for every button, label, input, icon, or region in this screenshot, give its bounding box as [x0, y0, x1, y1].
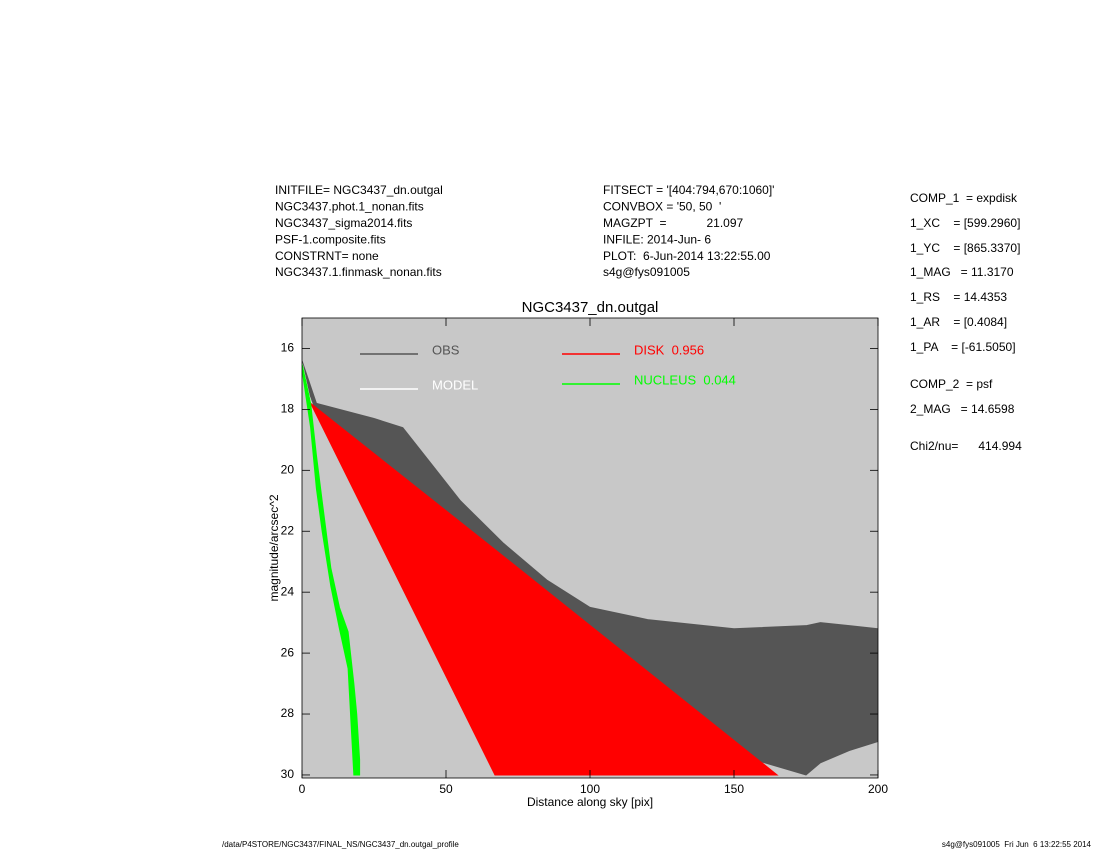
footer-path: /data/P4STORE/NGC3437/FINAL_NS/NGC3437_d… [222, 840, 459, 849]
chart-title: NGC3437_dn.outgal [522, 299, 659, 316]
fit-parameter: 1_PA = [-61.5050] [910, 340, 1016, 354]
header-middle-line: s4g@fys091005 [603, 265, 690, 279]
y-tick-label: 28 [281, 706, 295, 720]
fit-parameter: Chi2/nu= 414.994 [910, 439, 1022, 453]
header-left-line: PSF-1.composite.fits [275, 232, 386, 246]
point-cloud [310, 402, 779, 776]
y-axis-label: magnitude/arcsec^2 [267, 494, 281, 601]
header-middle-line: CONVBOX = '50, 50 ' [603, 200, 721, 214]
x-tick-label: 0 [299, 782, 306, 796]
legend-label: NUCLEUS 0.044 [634, 372, 736, 387]
fit-parameter: 1_AR = [0.4084] [910, 315, 1007, 329]
header-middle-line: FITSECT = '[404:794,670:1060]' [603, 183, 774, 197]
x-tick-label: 100 [580, 782, 600, 796]
y-tick-label: 30 [281, 767, 295, 781]
header-left-line: INITFILE= NGC3437_dn.outgal [275, 183, 443, 197]
fit-parameter: COMP_1 = expdisk [910, 191, 1018, 205]
footer-stamp: s4g@fys091005 Fri Jun 6 13:22:55 2014 [942, 840, 1092, 849]
x-axis-label: Distance along sky [pix] [527, 795, 653, 809]
fit-parameter: COMP_2 = psf [910, 377, 993, 391]
header-left-line: CONSTRNT= none [275, 249, 379, 263]
legend-label: DISK 0.956 [634, 342, 704, 357]
x-tick-label: 200 [868, 782, 888, 796]
data-layer [302, 360, 878, 776]
y-tick-label: 22 [281, 523, 295, 537]
header-left-line: NGC3437.phot.1_nonan.fits [275, 200, 424, 214]
header-middle-line: MAGZPT = 21.097 [603, 216, 743, 230]
header-left-line: NGC3437_sigma2014.fits [275, 216, 412, 230]
y-tick-label: 20 [281, 462, 295, 476]
header-middle-line: INFILE: 2014-Jun- 6 [603, 232, 711, 246]
header-middle-line: PLOT: 6-Jun-2014 13:22:55.00 [603, 249, 771, 263]
legend-label: OBS [432, 342, 460, 357]
y-tick-label: 16 [281, 341, 295, 355]
y-tick-label: 18 [281, 402, 295, 416]
header-left-line: NGC3437.1.finmask_nonan.fits [275, 265, 442, 279]
x-tick-label: 50 [439, 782, 453, 796]
x-tick-label: 150 [724, 782, 744, 796]
fit-parameter: 1_RS = 14.4353 [910, 290, 1007, 304]
legend-label: MODEL [432, 377, 478, 392]
y-tick-label: 26 [281, 645, 295, 659]
y-tick-label: 24 [281, 584, 295, 598]
fit-parameter: 1_YC = [865.3370] [910, 241, 1020, 255]
point-cloud [302, 363, 361, 776]
fit-parameter: 1_MAG = 11.3170 [910, 265, 1014, 279]
fit-parameter: 2_MAG = 14.6598 [910, 402, 1015, 416]
fit-parameter: 1_XC = [599.2960] [910, 216, 1020, 230]
